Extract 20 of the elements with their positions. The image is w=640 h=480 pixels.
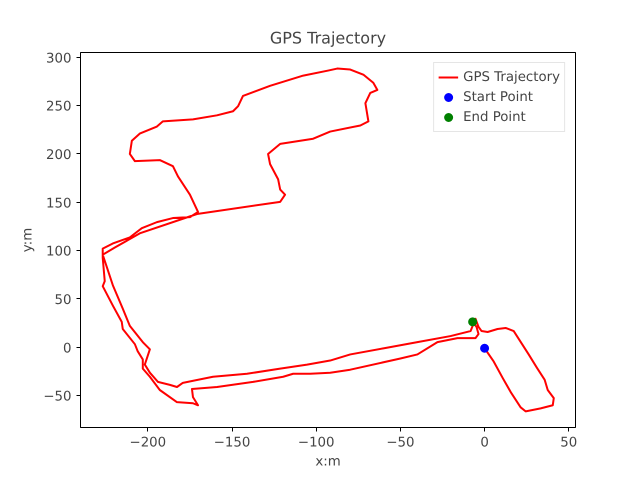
y-tick-label: 0 [63,341,72,356]
y-tick-label: 250 [46,100,72,115]
x-tick-label: 50 [560,436,578,450]
chart-title: GPS Trajectory [270,28,386,48]
x-tick-label: 0 [480,436,489,450]
legend-label: End Point [463,110,526,124]
y-tick-label: 300 [46,51,72,66]
x-tick-label: −100 [298,436,335,450]
y-tick-label: 150 [46,196,72,212]
y-tick-label: 50 [54,292,72,308]
legend-label: Start Point [463,90,534,104]
y-tick-label: 100 [46,244,72,260]
x-tick-label: −200 [130,436,166,450]
y-tick-label: 200 [46,148,72,163]
x-tick-label: −50 [386,436,414,450]
y-tick-label: −50 [43,390,72,405]
legend-label: GPS Trajectory [463,70,560,84]
x-axis-title: x:m [315,454,341,470]
y-axis-title: y:m [20,228,36,252]
x-tick-label: −150 [214,436,250,450]
